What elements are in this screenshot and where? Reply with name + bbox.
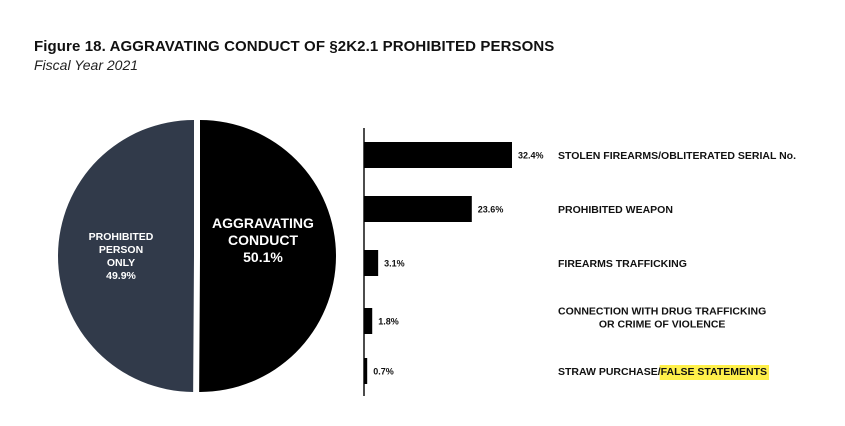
bar-3 (364, 250, 379, 276)
bar-value-label-2: 23.6% (478, 205, 504, 215)
pie-chart: PROHIBITED PERSON ONLY 49.9% AGGRAVATING COND… (57, 119, 336, 392)
bar-value-label-3: 3.1% (384, 259, 405, 269)
bar-value-label-5: 0.7% (373, 367, 394, 377)
figure-title: Figure 18. AGGRAVATING CONDUCT OF §2K2.1… (34, 38, 555, 55)
bar-1 (364, 142, 512, 168)
bar-value-label-4: 1.8% (378, 317, 399, 327)
bar-5 (364, 358, 368, 384)
bar-category-label-5: STRAW PURCHASE/FALSE STATEMENTS (558, 366, 767, 378)
pie-label-aggravating-conduct: AGGRAVATING CONDUCT 50.1% (212, 215, 314, 265)
bar-category-label-2: PROHIBITED WEAPON (558, 204, 673, 216)
bar-category-label-4: CONNECTION WITH DRUG TRAFFICKING OR CRIME… (558, 306, 766, 331)
bar-4 (364, 308, 373, 334)
pie-slice-aggravating-conduct (199, 120, 336, 392)
text-highlight (659, 365, 770, 380)
bar-category-label-3: FIREARMS TRAFFICKING (558, 258, 687, 270)
pie-slice-prohibited-person-only (57, 119, 194, 392)
bar-category-label-1: STOLEN FIREARMS/OBLITERATED SERIAL No. (558, 150, 796, 162)
bar-value-label-1: 32.4% (518, 151, 544, 161)
bar-2 (364, 196, 472, 222)
bar-chart: 32.4% STOLEN FIREARMS/OBLITERATED SERIAL … (363, 128, 796, 396)
pie-label-prohibited-person-only: PROHIBITED PERSON ONLY 49.9% (89, 231, 154, 282)
figure-subtitle: Fiscal Year 2021 (34, 57, 139, 73)
